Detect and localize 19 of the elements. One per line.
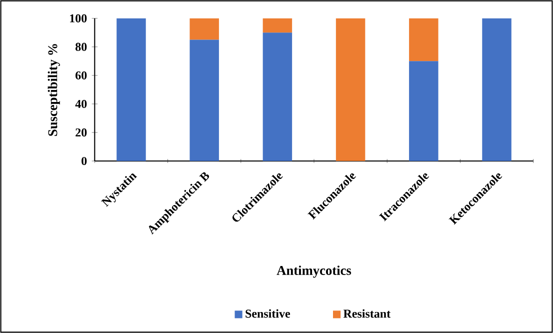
y-tick-label: 20 [76, 128, 87, 137]
bar [190, 18, 219, 40]
y-tick-label: 60 [76, 71, 87, 80]
bar [262, 18, 292, 33]
legend-label: Resistant [343, 309, 391, 318]
bar [190, 40, 219, 161]
y-axis-title: Susceptibility % [48, 44, 60, 136]
bar [116, 18, 146, 161]
y-tick-label: 100 [70, 14, 87, 22]
y-tick-label: 40 [75, 100, 87, 108]
bar [262, 32, 292, 161]
bar [409, 18, 438, 62]
x-axis-title: Antimycotics [276, 266, 352, 278]
bar [336, 18, 366, 161]
y-tick-label: 80 [76, 42, 87, 51]
y-tick-label: 0 [82, 156, 87, 166]
legend-label: Sensitive [246, 309, 290, 318]
bar [409, 61, 438, 161]
bar [482, 18, 512, 161]
